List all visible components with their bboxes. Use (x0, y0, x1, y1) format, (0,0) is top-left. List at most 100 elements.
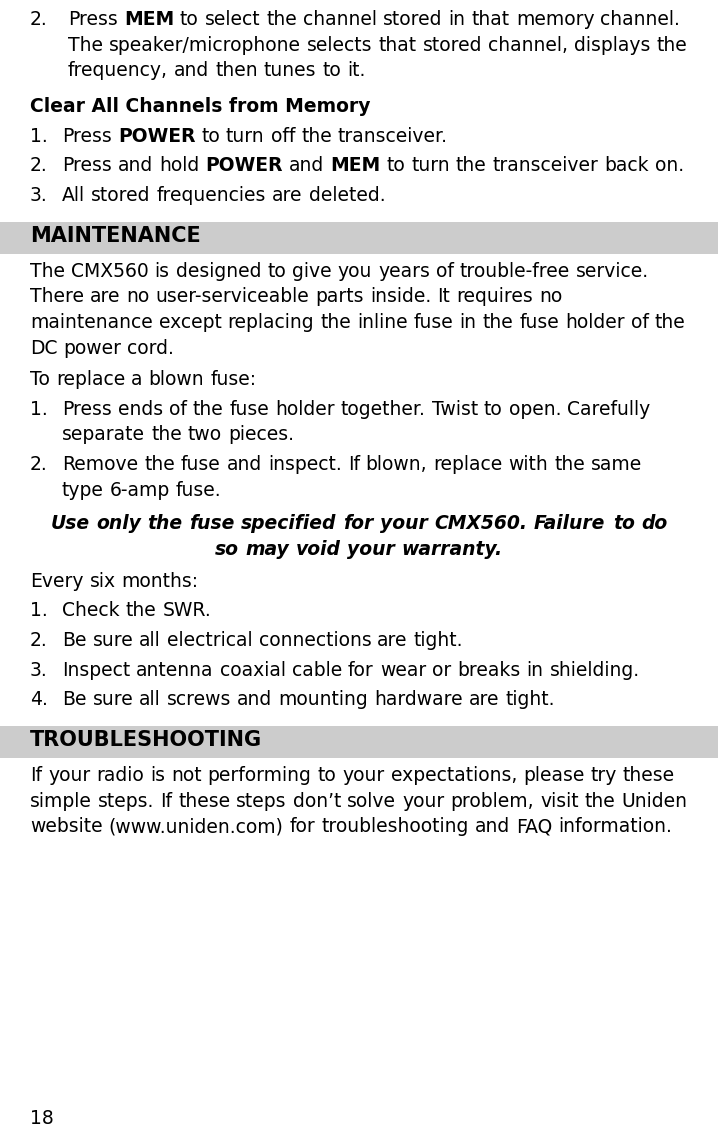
Text: performing: performing (208, 765, 312, 785)
Bar (0, 221, 718, 254)
Text: Press: Press (62, 126, 112, 146)
Text: the: the (126, 602, 157, 620)
Bar (0, 726, 718, 758)
Text: all: all (139, 631, 161, 650)
Text: selects: selects (307, 36, 373, 54)
Text: fuse:: fuse: (210, 370, 256, 390)
Text: designed: designed (176, 262, 261, 280)
Text: trouble-free: trouble-free (460, 262, 570, 280)
Text: to: to (322, 61, 341, 80)
Text: and: and (475, 817, 510, 837)
Text: steps.: steps. (98, 791, 154, 811)
Text: stored: stored (383, 10, 442, 29)
Text: or: or (432, 660, 451, 680)
Text: on.: on. (655, 156, 684, 175)
Text: the: the (144, 455, 175, 474)
Text: 2.: 2. (30, 10, 48, 29)
Text: pieces.: pieces. (228, 426, 294, 445)
Text: tunes: tunes (264, 61, 317, 80)
Text: The: The (68, 36, 103, 54)
Text: in: in (526, 660, 544, 680)
Text: the: the (654, 313, 685, 332)
Text: two: two (187, 426, 222, 445)
Text: transceiver.: transceiver. (337, 126, 448, 146)
Text: a: a (131, 370, 143, 390)
Text: and: and (289, 156, 324, 175)
Text: Be: Be (62, 690, 86, 709)
Text: user-serviceable: user-serviceable (156, 287, 309, 306)
Text: simple: simple (30, 791, 92, 811)
Text: for: for (343, 515, 373, 533)
Text: speaker/microphone: speaker/microphone (109, 36, 301, 54)
Text: turn: turn (411, 156, 449, 175)
Text: visit: visit (540, 791, 579, 811)
Text: no: no (539, 287, 562, 306)
Text: cord.: cord. (128, 339, 174, 358)
Text: If: If (30, 765, 42, 785)
Text: these: these (178, 791, 230, 811)
Text: holder: holder (565, 313, 625, 332)
Text: problem,: problem, (450, 791, 534, 811)
Text: SWR.: SWR. (162, 602, 211, 620)
Text: website: website (30, 817, 103, 837)
Text: your: your (380, 515, 428, 533)
Text: all: all (139, 690, 161, 709)
Text: sure: sure (93, 631, 134, 650)
Text: to: to (386, 156, 405, 175)
Text: select: select (205, 10, 261, 29)
Text: and: and (174, 61, 209, 80)
Text: frequencies: frequencies (157, 186, 266, 204)
Text: Carefully: Carefully (567, 400, 651, 419)
Text: 2.: 2. (30, 631, 48, 650)
Text: frequency,: frequency, (68, 61, 168, 80)
Text: hardware: hardware (374, 690, 463, 709)
Text: except: except (159, 313, 222, 332)
Text: expectations,: expectations, (391, 765, 517, 785)
Text: the: the (151, 426, 182, 445)
Text: tight.: tight. (505, 690, 555, 709)
Text: of: of (436, 262, 454, 280)
Text: with: with (508, 455, 549, 474)
Text: Every: Every (30, 571, 83, 590)
Text: The: The (30, 262, 65, 280)
Text: the: the (301, 126, 332, 146)
Text: and: and (227, 455, 262, 474)
Text: hold: hold (159, 156, 200, 175)
Text: may: may (246, 540, 289, 559)
Text: screws: screws (167, 690, 231, 709)
Text: stored: stored (91, 186, 151, 204)
Text: is: is (155, 262, 169, 280)
Text: deleted.: deleted. (309, 186, 385, 204)
Text: 2.: 2. (30, 156, 48, 175)
Text: fuse.: fuse. (176, 481, 222, 500)
Text: the: the (192, 400, 223, 419)
Text: so: so (215, 540, 239, 559)
Text: displays: displays (574, 36, 651, 54)
Text: you: you (337, 262, 372, 280)
Text: Press: Press (68, 10, 118, 29)
Text: the: the (656, 36, 687, 54)
Text: the: the (456, 156, 486, 175)
Text: fuse: fuse (181, 455, 220, 474)
Text: are: are (272, 186, 302, 204)
Text: give: give (292, 262, 332, 280)
Text: coaxial: coaxial (220, 660, 286, 680)
Text: replace: replace (56, 370, 125, 390)
Text: then: then (215, 61, 258, 80)
Text: replacing: replacing (228, 313, 314, 332)
Text: to: to (317, 765, 336, 785)
Text: requires: requires (456, 287, 533, 306)
Text: separate: separate (62, 426, 145, 445)
Text: shielding.: shielding. (549, 660, 640, 680)
Text: 1.: 1. (30, 126, 48, 146)
Text: 3.: 3. (30, 186, 48, 204)
Text: To: To (30, 370, 50, 390)
Text: turn: turn (226, 126, 265, 146)
Text: fuse: fuse (414, 313, 453, 332)
Text: steps: steps (236, 791, 287, 811)
Text: in: in (449, 10, 466, 29)
Text: type: type (62, 481, 104, 500)
Text: CMX560.: CMX560. (434, 515, 527, 533)
Text: the: the (266, 10, 297, 29)
Text: fuse: fuse (519, 313, 559, 332)
